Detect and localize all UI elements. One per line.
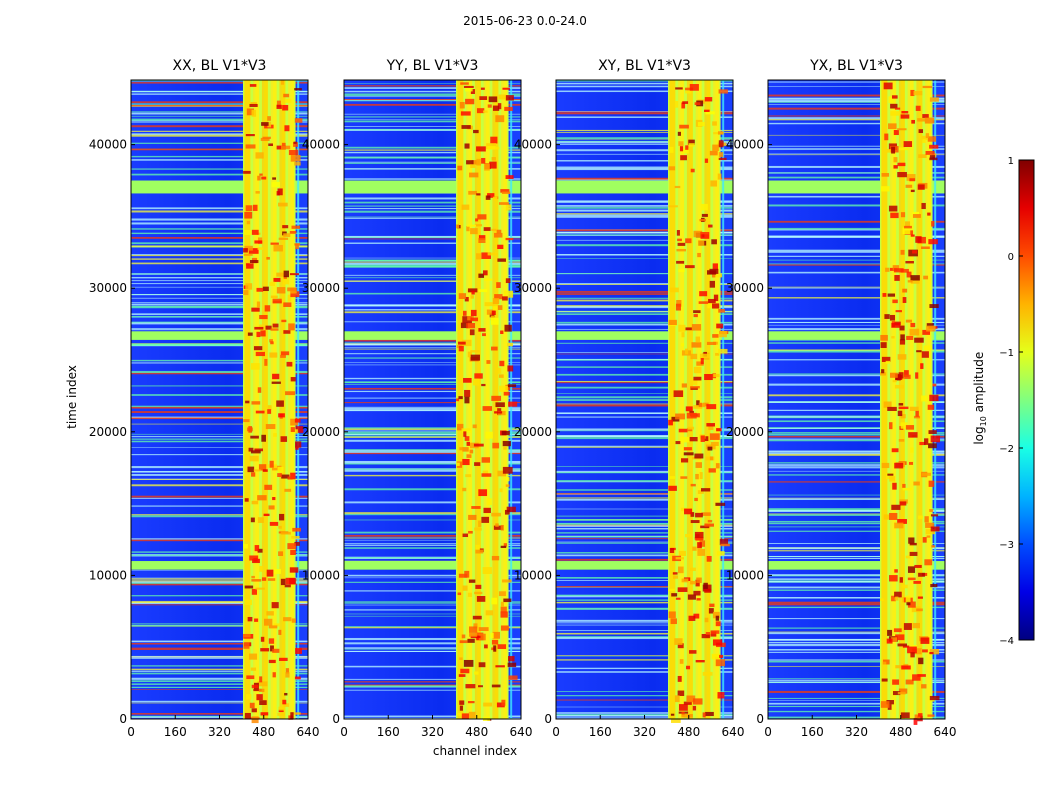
x-tick-label: 0 (340, 725, 348, 739)
colorbar-tick-label: −1 (999, 348, 1014, 359)
y-tick-label: 40000 (302, 138, 340, 152)
y-tick-label: 30000 (89, 281, 127, 295)
heatmap-time-streaks (556, 80, 733, 719)
colorbar-tick-label: 0 (1008, 252, 1014, 263)
x-tick-label: 640 (722, 725, 745, 739)
y-tick-label: 40000 (89, 138, 127, 152)
y-tick-label: 20000 (726, 425, 764, 439)
x-tick-label: 640 (297, 725, 320, 739)
y-tick-label: 10000 (302, 568, 340, 582)
x-tick-label: 0 (552, 725, 560, 739)
y-tick-label: 0 (332, 712, 340, 726)
x-tick-label: 320 (845, 725, 868, 739)
x-tick-label: 480 (252, 725, 275, 739)
colorbar-tick-label: −4 (999, 636, 1014, 647)
x-tick-label: 320 (208, 725, 231, 739)
y-tick-label: 30000 (514, 281, 552, 295)
y-tick-label: 10000 (726, 568, 764, 582)
y-tick-label: 0 (756, 712, 764, 726)
y-tick-label: 20000 (89, 425, 127, 439)
x-tick-label: 640 (510, 725, 533, 739)
x-tick-label: 640 (934, 725, 957, 739)
x-tick-label: 0 (764, 725, 772, 739)
heatmap-channel-band (880, 80, 941, 725)
panel-title-xx: XX, BL V1*V3 (172, 58, 267, 74)
heatmap-time-band (768, 561, 945, 570)
y-tick-label: 30000 (302, 281, 340, 295)
colorbar-tick-label: −2 (999, 444, 1014, 455)
panel-title-yx: YX, BL V1*V3 (810, 58, 903, 74)
colorbar-tick-label: 1 (1008, 156, 1014, 167)
y-tick-label: 20000 (514, 425, 552, 439)
y-axis-label: time index (65, 365, 79, 429)
colorbar-label: log10 amplitude (971, 351, 989, 445)
x-tick-label: 320 (633, 725, 656, 739)
heatmap-time-band (344, 331, 521, 340)
colorbar-tick-label: −3 (999, 540, 1014, 551)
colorbar-gradient (1018, 159, 1035, 641)
panel-1: 0 160 320 480 640 0 10000 20000 30000 40000 (302, 79, 533, 739)
x-tick-label: 160 (377, 725, 400, 739)
heatmap-time-band (131, 331, 308, 340)
x-tick-label: 480 (889, 725, 912, 739)
x-tick-label: 160 (164, 725, 187, 739)
x-tick-label: 160 (801, 725, 824, 739)
y-tick-label: 20000 (302, 425, 340, 439)
y-tick-label: 40000 (726, 138, 764, 152)
heatmap-time-band (556, 331, 733, 340)
x-axis-label: channel index (432, 744, 518, 758)
heatmap-time-band (131, 561, 308, 570)
heatmap-time-band (768, 331, 945, 340)
heatmap-time-band (344, 561, 521, 570)
x-tick-label: 480 (677, 725, 700, 739)
heatmap-channel-band (243, 80, 304, 724)
panel-title-yy: YY, BL V1*V3 (386, 58, 479, 74)
colorbar: 1 0 −1 −2 −3 −4 (999, 156, 1035, 647)
y-tick-label: 0 (119, 712, 127, 726)
x-tick-label: 0 (127, 725, 135, 739)
y-tick-label: 0 (544, 712, 552, 726)
figure-suptitle: 2015-06-23 0.0-24.0 (463, 14, 587, 28)
heatmap-time-streaks (768, 81, 945, 720)
x-tick-label: 160 (589, 725, 612, 739)
x-tick-label: 320 (421, 725, 444, 739)
panel-2: 0 160 320 480 640 0 10000 20000 30000 40000 (514, 79, 745, 739)
x-tick-label: 480 (465, 725, 488, 739)
panel-title-xy: XY, BL V1*V3 (598, 58, 691, 74)
y-tick-label: 10000 (514, 568, 552, 582)
heatmap-channel-band (668, 80, 730, 723)
y-tick-label: 10000 (89, 568, 127, 582)
heatmap-time-band (556, 561, 733, 570)
y-tick-label: 30000 (726, 281, 764, 295)
panel-0: 0 160 320 480 640 0 10000 20000 30000 40000 (89, 79, 320, 739)
y-tick-label: 40000 (514, 138, 552, 152)
heatmap-channel-band (456, 80, 518, 721)
panel-3: 0 160 320 480 640 0 10000 20000 30000 40000 (726, 79, 957, 739)
